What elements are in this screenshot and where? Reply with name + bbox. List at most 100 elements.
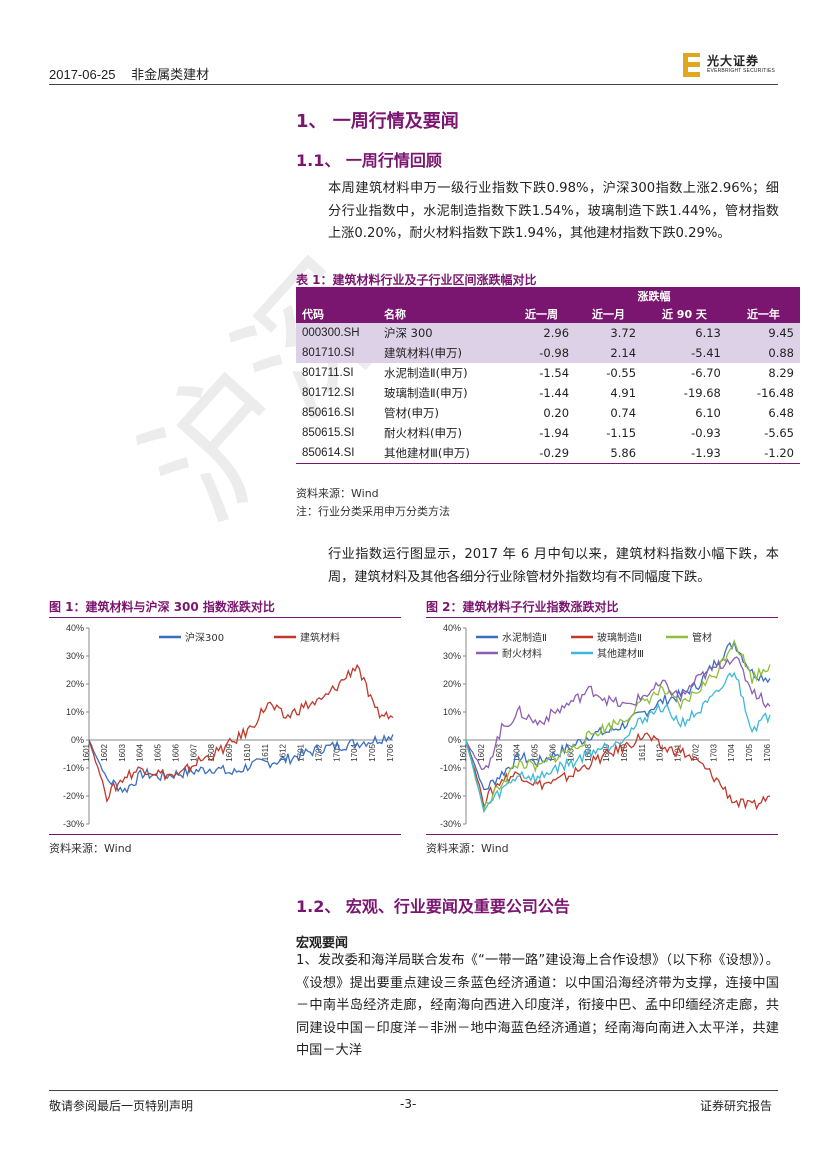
section-1-title: 1、 一周行情及要闻 xyxy=(296,111,459,132)
cell-value: -5.41 xyxy=(642,343,727,363)
cell-value: 3.72 xyxy=(575,323,643,343)
footer-rule xyxy=(49,1090,778,1091)
figure-1-chart: 40% 30% 20% 10% 0% -10% -20% -30% 1601 1602 1603 16… xyxy=(63,623,395,829)
cell-name: 管材(申万) xyxy=(384,406,439,420)
section-1-2-title: 1.2、 宏观、行业要闻及重要公司公告 xyxy=(296,897,570,916)
cell-value: -0.93 xyxy=(691,426,721,440)
cell-value: -1.54 xyxy=(539,366,570,380)
x-tick-label: 1602 xyxy=(100,743,109,761)
figure-1-bottom-rule xyxy=(49,834,401,835)
cell-code: 801712.SI xyxy=(302,387,355,399)
x-tick-label: 1701 xyxy=(674,743,683,761)
cell-code: 801710.SI xyxy=(296,343,378,363)
col-header-month: 近一月 xyxy=(575,305,643,323)
cell-value: 0.20 xyxy=(543,406,570,420)
series-line xyxy=(88,733,394,794)
x-tick-label: 1703 xyxy=(332,743,341,761)
cell-value: -1.44 xyxy=(539,386,570,400)
x-tick-label: 1702 xyxy=(691,743,700,761)
cell-value: 0.74 xyxy=(610,406,637,420)
cell-value: -1.93 xyxy=(642,443,727,464)
cell-value: 6.13 xyxy=(642,323,727,343)
cell-name: 耐火材料(申万) xyxy=(384,426,462,440)
index-trend-paragraph: 行业指数运行图显示，2017 年 6 月中旬以来，建筑材料指数小幅下跌，本周，建… xyxy=(296,544,779,589)
y-tick-label: 0% xyxy=(71,735,84,745)
cell-value: 2.14 xyxy=(575,343,643,363)
header-rule xyxy=(49,84,778,85)
table-note: 注：行业分类采用申万分类方法 xyxy=(296,505,450,518)
x-tick-label: 1609 xyxy=(602,743,611,761)
cell-value: -1.15 xyxy=(606,426,637,440)
series-line xyxy=(465,671,771,814)
y-tick-label: -30% xyxy=(63,819,84,829)
cell-value: 0.88 xyxy=(726,343,800,363)
x-tick-label: 1611 xyxy=(261,743,270,761)
footer-report-type: 证券研究报告 xyxy=(700,1099,773,1113)
y-tick-label: -10% xyxy=(63,763,84,773)
col-header-code: 代码 xyxy=(296,305,378,323)
col-header-90d: 近 90 天 xyxy=(642,305,727,323)
legend-label: 玻璃制造Ⅱ xyxy=(597,631,642,644)
logo-en-text: EVERBRIGHT SECURITIES xyxy=(707,68,776,74)
page-header: 2017-06-25 非金属类建材 xyxy=(49,64,209,83)
series-line xyxy=(465,732,771,811)
table-row: 801712.SI 玻璃制造Ⅱ(申万) -1.44 4.91 -19.68 -16.48 xyxy=(296,383,800,403)
cell-code: 801711.SI xyxy=(302,367,354,379)
y-tick-label: 20% xyxy=(443,679,461,689)
everbright-logo-icon xyxy=(683,53,700,77)
y-tick-label: 40% xyxy=(66,623,84,633)
x-tick-label: 1705 xyxy=(745,743,754,761)
x-tick-label: 1610 xyxy=(620,743,629,761)
y-tick-label: 10% xyxy=(66,707,84,717)
y-tick-label: -30% xyxy=(440,819,461,829)
weekly-review-paragraph: 本周建筑材料申万一级行业指数下跌0.98%，沪深300指数上涨2.96%；细分行… xyxy=(296,178,779,246)
legend-label: 建筑材料 xyxy=(300,631,340,644)
company-logo: 光大证券 EVERBRIGHT SECURITIES xyxy=(683,52,783,80)
table-title: 表 1：建筑材料行业及子行业区间涨跌幅对比 xyxy=(296,273,537,287)
cell-code: 000300.SH xyxy=(296,323,378,343)
table-header-blank xyxy=(296,287,508,305)
figure-1-title: 图 1：建筑材料与沪深 300 指数涨跌对比 xyxy=(49,600,275,614)
figure-2-top-rule xyxy=(426,617,778,618)
figure-2-title: 图 2：建筑材料子行业指数涨跌对比 xyxy=(426,600,619,614)
cell-code: 850616.SI xyxy=(302,407,355,419)
cell-value: 9.45 xyxy=(726,323,800,343)
cell-name: 其他建材Ⅲ(申万) xyxy=(378,443,508,464)
col-header-week: 近一周 xyxy=(508,305,576,323)
table-source: 资料来源：Wind xyxy=(296,487,379,500)
x-tick-label: 1605 xyxy=(531,743,540,761)
cell-value: 6.10 xyxy=(695,406,721,420)
table-row: 000300.SH 沪深 300 2.96 3.72 6.13 9.45 xyxy=(296,323,800,343)
cell-value: -1.94 xyxy=(539,426,570,440)
cell-code: 850614.SI xyxy=(296,443,378,464)
cell-name: 玻璃制造Ⅱ(申万) xyxy=(384,386,468,400)
x-tick-label: 1607 xyxy=(189,743,198,761)
y-tick-label: -20% xyxy=(440,791,461,801)
table-row: 801710.SI 建筑材料(申万) -0.98 2.14 -5.41 0.88 xyxy=(296,343,800,363)
cell-value: 8.29 xyxy=(768,366,794,380)
cell-value: 6.48 xyxy=(768,406,794,420)
x-tick-label: 1605 xyxy=(154,743,163,761)
legend-label: 沪深300 xyxy=(185,631,224,644)
x-tick-label: 1601 xyxy=(82,743,91,761)
table-row: 850614.SI 其他建材Ⅲ(申万) -0.29 5.86 -1.93 -1.20 xyxy=(296,443,800,464)
y-tick-label: -20% xyxy=(63,791,84,801)
x-tick-label: 1604 xyxy=(513,743,522,761)
x-tick-label: 1606 xyxy=(171,743,180,761)
macro-news-paragraph: 1、发改委和海洋局联合发布《“一带一路”建设海上合作设想》（以下称《设想》）。《… xyxy=(296,950,779,1063)
x-tick-label: 1612 xyxy=(656,743,665,761)
x-tick-label: 1602 xyxy=(477,743,486,761)
x-tick-label: 1601 xyxy=(459,743,468,761)
col-header-name: 名称 xyxy=(378,305,508,323)
col-header-year: 近一年 xyxy=(726,305,800,323)
footer-disclaimer: 敬请参阅最后一页特别声明 xyxy=(49,1099,194,1113)
x-tick-label: 1608 xyxy=(584,743,593,761)
x-tick-label: 1706 xyxy=(386,743,395,761)
table-row: 850616.SI 管材(申万) 0.20 0.74 6.10 6.48 xyxy=(296,403,800,423)
index-change-table: 涨跌幅 代码 名称 近一周 近一月 近 90 天 近一年 000300.SH 沪深… xyxy=(296,287,800,464)
report-category: 非金属类建材 xyxy=(131,67,210,82)
y-tick-label: 0% xyxy=(448,735,461,745)
x-tick-label: 1704 xyxy=(350,743,359,761)
table-row: 801711.SI 水泥制造Ⅱ(申万) -1.54 -0.55 -6.70 8.29 xyxy=(296,363,800,383)
x-tick-label: 1603 xyxy=(118,743,127,761)
